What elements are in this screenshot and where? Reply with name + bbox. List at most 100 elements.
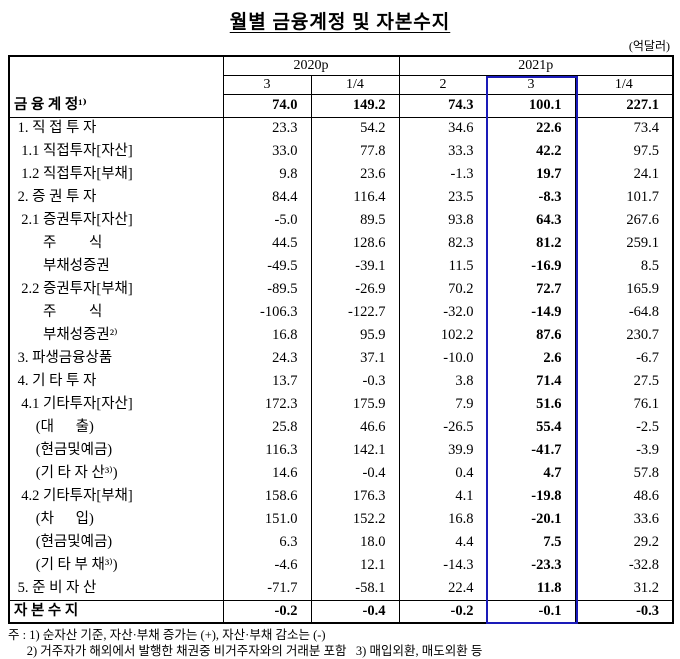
table-wrap: 2020p 2021p 3 1/4 2 3 1/4 금 융 계 정¹⁾ 74.0 1… [8, 55, 675, 624]
row-label: (차 입) [9, 508, 224, 531]
value-cell: -20.1 [487, 508, 576, 531]
value-cell: 25.8 [223, 416, 312, 439]
value-cell: 34.6 [399, 117, 488, 140]
value-cell: -16.9 [487, 255, 576, 278]
row-label: 주 식 [9, 232, 224, 255]
value-cell: 77.8 [311, 140, 400, 163]
value-cell: 97.5 [633, 143, 660, 159]
row-label: 2.2 증권투자[부채] [9, 278, 224, 301]
row-label: 자 본 수 지 [9, 600, 224, 623]
value-cell: 149.2 [311, 94, 400, 118]
value-cell: 100.1 [487, 94, 576, 118]
value-cell: -26.9 [311, 278, 400, 301]
value-cell: -14.3 [399, 554, 488, 577]
table-row: 5. 준 비 자 산 -71.7 -58.1 22.4 11.8 31.2 [9, 577, 674, 601]
value-cell: 116.4 [311, 186, 400, 209]
table-row: (차 입) 151.0 152.2 16.8 -20.1 33.6 [9, 508, 673, 531]
value-cell: -1.3 [399, 163, 488, 186]
row-label: (기 타 자 산³⁾) [9, 462, 224, 485]
row-label: 2.1 증권투자[자산] [9, 209, 224, 232]
page-title: 월별 금융계정 및 자본수지 [229, 12, 451, 33]
table-row: 자 본 수 지 -0.2 -0.4 -0.2 -0.1 -0.3 [9, 600, 673, 623]
value-cell: 64.3 [487, 209, 576, 232]
value-cell: -0.3 [636, 602, 660, 619]
table-row: 4.1 기타투자[자산] 172.3 175.9 7.9 51.6 76.1 [9, 393, 673, 416]
table-row: (현금및예금) 6.3 18.0 4.4 7.5 29.2 [9, 531, 673, 554]
value-cell: 51.6 [487, 393, 576, 416]
value-cell: -19.8 [487, 485, 576, 508]
value-cell: 74.3 [399, 94, 488, 118]
value-cell: 172.3 [223, 393, 312, 416]
table-row: 4. 기 타 투 자 13.7 -0.3 3.8 71.4 27.5 [9, 370, 673, 393]
value-cell: 87.6 [487, 324, 576, 347]
value-cell: 44.5 [223, 232, 312, 255]
value-cell: 33.6 [633, 511, 660, 527]
row-label: 2. 증 권 투 자 [9, 186, 224, 209]
value-cell: 158.6 [223, 485, 312, 508]
value-cell: 95.9 [311, 324, 400, 347]
value-cell: 19.7 [487, 163, 576, 186]
row-label: 4. 기 타 투 자 [9, 370, 224, 393]
value-cell: 31.2 [575, 577, 674, 601]
value-cell: 22.4 [399, 577, 488, 601]
unit-label: (억달러) [628, 39, 670, 53]
row-label: 부채성증권²⁾ [9, 324, 224, 347]
value-cell: -3.9 [636, 442, 660, 458]
value-cell: 27.5 [633, 373, 660, 389]
value-cell: -26.5 [399, 416, 488, 439]
value-cell: 6.3 [223, 531, 312, 554]
row-label: 4.1 기타투자[자산] [9, 393, 224, 416]
value-cell: 12.1 [311, 554, 400, 577]
value-cell: 72.7 [487, 278, 576, 301]
value-cell: 16.8 [223, 324, 312, 347]
row-label: 4.2 기타투자[부채] [9, 485, 224, 508]
value-cell: -122.7 [311, 301, 400, 324]
col-header-row: 3 1/4 2 3 1/4 [9, 75, 674, 95]
table-row: 2.2 증권투자[부채] -89.5 -26.9 70.2 72.7 165.9 [9, 278, 673, 301]
value-cell: 11.5 [399, 255, 488, 278]
value-cell: 54.2 [311, 117, 400, 140]
table-row: 부채성증권²⁾ 16.8 95.9 102.2 87.6 230.7 [9, 324, 673, 347]
row-label: 1. 직 접 투 자 [9, 117, 224, 140]
col-header: 3 [223, 75, 312, 95]
col-group-2020: 2020p [223, 56, 400, 76]
value-cell: -8.3 [487, 186, 576, 209]
value-cell: 93.8 [399, 209, 488, 232]
value-cell: -106.3 [223, 301, 312, 324]
footnotes: 주 : 1) 순자산 기준, 자산·부채 증가는 (+), 자산·부채 감소는 … [8, 627, 672, 659]
col-header: 1/4 [575, 75, 674, 95]
value-cell: 37.1 [311, 347, 400, 370]
value-cell: -14.9 [487, 301, 576, 324]
value-cell: 74.0 [223, 94, 312, 118]
value-cell: 14.6 [223, 462, 312, 485]
corner-cell [9, 56, 224, 94]
row-label: 부채성증권 [9, 255, 224, 278]
value-cell: -23.3 [487, 554, 576, 577]
value-cell: 82.3 [399, 232, 488, 255]
value-cell: 70.2 [399, 278, 488, 301]
table-row: 4.2 기타투자[부채] 158.6 176.3 4.1 -19.8 48.6 [9, 485, 673, 508]
value-cell: 84.4 [223, 186, 312, 209]
value-cell: -64.8 [628, 304, 660, 320]
col-header: 2 [399, 75, 488, 95]
value-cell: 23.5 [399, 186, 488, 209]
value-cell: 81.2 [487, 232, 576, 255]
table-body: 금 융 계 정¹⁾ 74.0 149.2 74.3 100.1 227.1 1. 직 접 … [9, 94, 674, 623]
table-row: 3. 파생금융상품 24.3 37.1 -10.0 2.6 -6.7 [9, 347, 673, 370]
value-cell: 13.7 [223, 370, 312, 393]
value-cell: -6.7 [636, 350, 660, 366]
value-cell: 151.0 [223, 508, 312, 531]
value-cell: 76.1 [633, 396, 660, 412]
value-cell: 4.7 [487, 462, 576, 485]
value-cell: 11.8 [487, 577, 576, 601]
value-cell: 0.4 [399, 462, 488, 485]
value-cell: 4.4 [399, 531, 488, 554]
value-cell: -58.1 [311, 577, 400, 601]
value-cell: 57.8 [633, 465, 660, 481]
value-cell: -89.5 [223, 278, 312, 301]
row-label: 금 융 계 정¹⁾ [9, 94, 224, 118]
row-label: (대 출) [9, 416, 224, 439]
value-cell: -0.4 [311, 462, 400, 485]
value-cell: 73.4 [633, 120, 660, 137]
value-cell: 42.2 [487, 140, 576, 163]
